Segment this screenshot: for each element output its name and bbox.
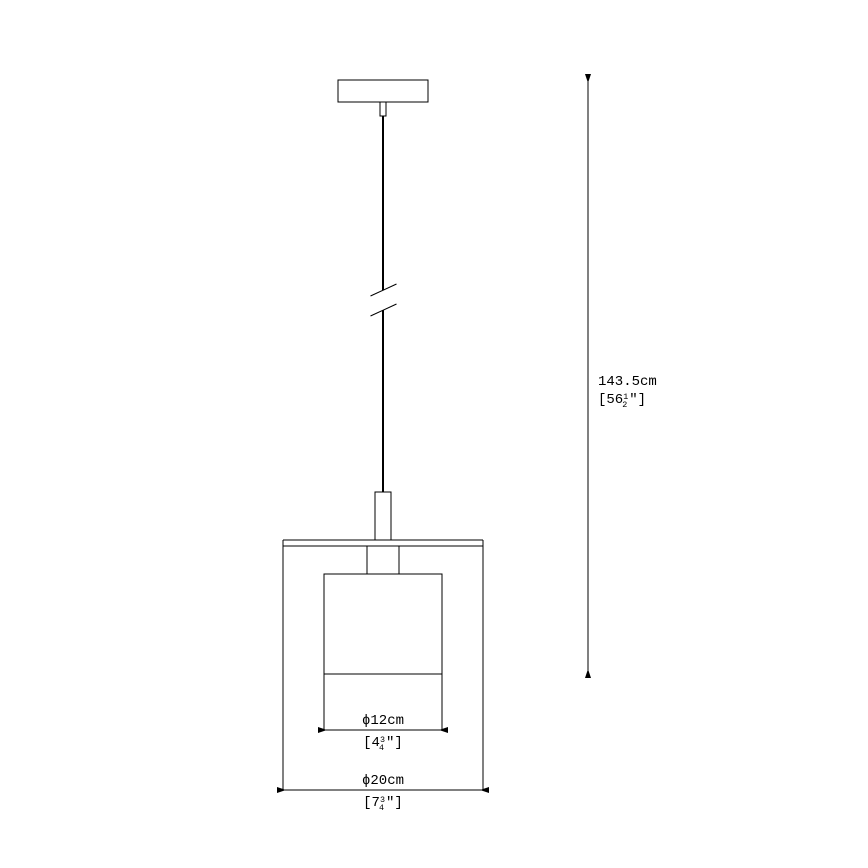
pendant-lamp-diagram: 143.5cm [5612"] ϕ12cm [434"] ϕ20cm [734"]: [0, 0, 868, 868]
shade-width-cm: ϕ12cm: [362, 713, 404, 729]
shade-width-in: [434"]: [363, 735, 403, 753]
dim-in: [5612"]: [598, 392, 646, 410]
disc-width-cm: ϕ20cm: [362, 773, 404, 789]
dim-cm: 143.5cm: [598, 374, 657, 390]
disc-width-in: [734"]: [363, 795, 403, 813]
